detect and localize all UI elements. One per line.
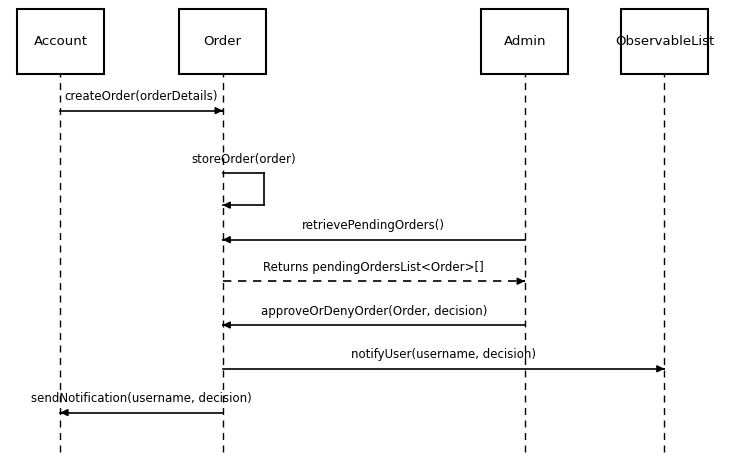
Text: Admin: Admin	[504, 35, 546, 48]
Bar	[482, 9, 568, 74]
Text: sendNotification(username, decision): sendNotification(username, decision)	[31, 392, 252, 405]
Text: notifyUser(username, decision): notifyUser(username, decision)	[351, 349, 536, 361]
Bar	[180, 9, 266, 74]
Text: Order: Order	[204, 35, 242, 48]
Bar	[621, 9, 708, 74]
Text: Account: Account	[33, 35, 88, 48]
Text: ObservableList: ObservableList	[615, 35, 714, 48]
Text: approveOrDenyOrder(Order, decision): approveOrDenyOrder(Order, decision)	[260, 305, 487, 318]
Text: Returns pendingOrdersList<Order>[]: Returns pendingOrdersList<Order>[]	[263, 261, 484, 274]
Bar	[17, 9, 104, 74]
Text: createOrder(orderDetails): createOrder(orderDetails)	[65, 90, 218, 103]
Text: retrievePendingOrders(): retrievePendingOrders()	[302, 219, 445, 232]
Text: storeOrder(order): storeOrder(order)	[191, 153, 296, 166]
